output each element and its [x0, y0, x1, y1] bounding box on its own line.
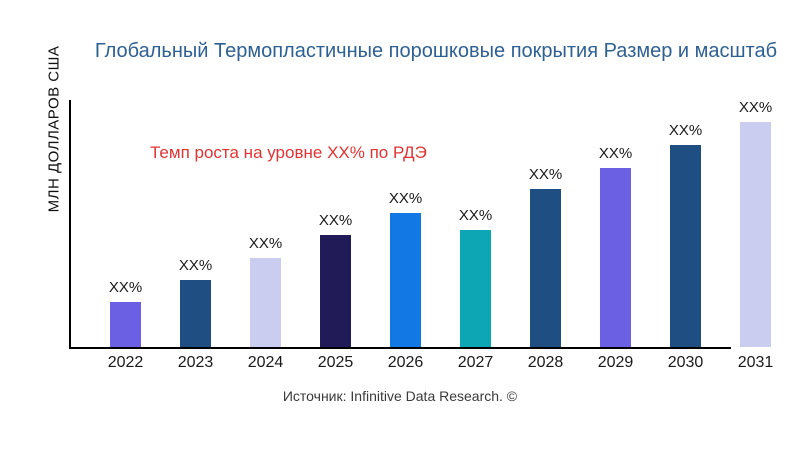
bar-2031 [740, 122, 771, 347]
source-attribution: Источник: Infinitive Data Research. © [282, 388, 518, 404]
x-tick-label-2022: 2022 [107, 354, 144, 371]
x-tick-label-2024: 2024 [247, 354, 284, 371]
bar-value-label-2030: XX% [668, 122, 703, 139]
x-tick-label-2026: 2026 [387, 354, 424, 371]
bar-value-label-2022: XX% [108, 279, 143, 296]
x-tick-label-2023: 2023 [177, 354, 214, 371]
x-axis-line [69, 347, 731, 349]
bar-value-label-2025: XX% [318, 212, 353, 229]
x-tick-label-2029: 2029 [597, 354, 634, 371]
y-axis-line [69, 100, 71, 349]
bar-2029 [600, 168, 631, 347]
bar-value-label-2023: XX% [178, 257, 213, 274]
bar-2023 [180, 280, 211, 347]
bar-value-label-2024: XX% [248, 235, 283, 252]
x-tick-label-2027: 2027 [457, 354, 494, 371]
bar-value-label-2026: XX% [388, 190, 423, 207]
bar-value-label-2027: XX% [458, 207, 493, 224]
chart-title: Глобальный Термопластичные порошковые по… [94, 40, 778, 62]
bar-2030 [670, 145, 701, 347]
growth-rate-annotation: Темп роста на уровне XX% по РДЭ [150, 143, 427, 162]
bar-value-label-2031: XX% [738, 99, 773, 116]
x-tick-label-2030: 2030 [667, 354, 704, 371]
bar-2022 [110, 302, 141, 347]
bar-2024 [250, 258, 281, 347]
bar-2028 [530, 189, 561, 347]
bar-2026 [390, 213, 421, 347]
bar-2025 [320, 235, 351, 347]
bar-value-label-2028: XX% [528, 166, 563, 183]
x-tick-label-2031: 2031 [737, 354, 774, 371]
y-axis-label: МЛН ДОЛЛАРОВ США [45, 45, 63, 213]
x-tick-label-2028: 2028 [527, 354, 564, 371]
x-tick-label-2025: 2025 [317, 354, 354, 371]
bar-2027 [460, 230, 491, 347]
bar-value-label-2029: XX% [598, 145, 633, 162]
